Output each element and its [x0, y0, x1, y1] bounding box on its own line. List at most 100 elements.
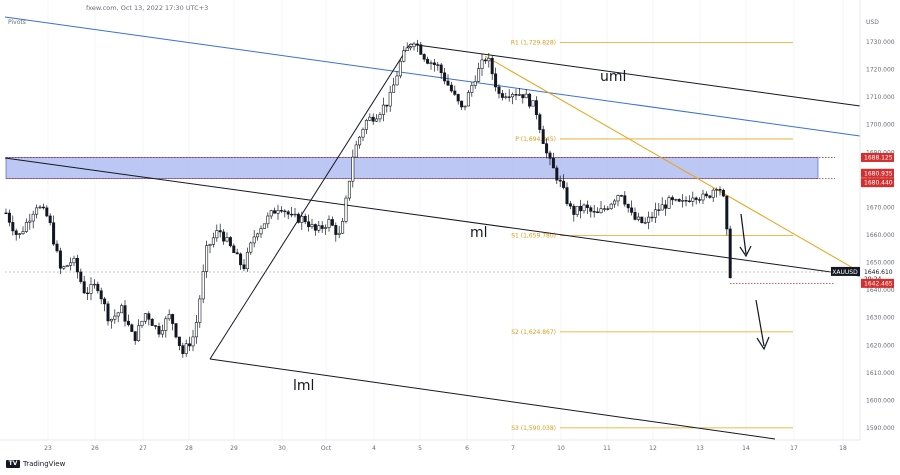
candle-body [103, 298, 107, 305]
pivot-levels: R1 (1,729.828) P (1,694.845) S1 (1,659.780… [511, 39, 793, 432]
candle-body [14, 230, 18, 235]
candle-body [324, 227, 328, 229]
candle-body [432, 62, 436, 65]
candle-body [670, 197, 674, 201]
candle-body [344, 197, 348, 222]
candle-body [273, 210, 277, 214]
candle-body [409, 46, 413, 49]
upper-median-line [409, 43, 861, 107]
tradingview-logo[interactable]: TV TradingView [6, 460, 65, 468]
orange-downtrend-line [484, 55, 861, 273]
candle-body [653, 209, 657, 218]
price-tags: 1688.1251680.9351680.440XAUUSD1646.61029… [831, 152, 894, 288]
candle-body [62, 266, 66, 269]
candle-body [126, 320, 130, 326]
candle-body [31, 213, 35, 222]
candle-body [218, 230, 222, 233]
candle-body [412, 43, 416, 47]
candle-body [208, 244, 212, 246]
candle-body [575, 205, 579, 215]
ml-label: ml [470, 225, 488, 241]
symbol-tag [831, 266, 860, 276]
candle-body [541, 129, 545, 144]
candle-body [419, 44, 423, 55]
candle-body [242, 264, 246, 270]
candle-body [698, 199, 702, 201]
candle-body [276, 210, 280, 214]
candle-body [725, 195, 729, 230]
y-tick-label: 1700.000 [866, 122, 895, 129]
candle-body [545, 143, 549, 154]
candle-body [262, 223, 266, 229]
candle-body [113, 315, 117, 320]
x-tick-label: Oct [321, 445, 332, 452]
candle-body [395, 75, 399, 86]
x-tick-label: 29 [230, 445, 238, 452]
candle-body [201, 271, 205, 300]
candle-body [460, 100, 464, 108]
candle-body [381, 104, 385, 115]
lml-label: lml [293, 378, 314, 394]
x-tick-label: 13 [696, 445, 704, 452]
candle-body [415, 43, 419, 46]
pivot-label-r1: R1 (1,729.828) [511, 39, 556, 46]
candle-body [429, 62, 433, 64]
candle-body [466, 92, 470, 107]
x-tick-label: 28 [185, 445, 193, 452]
candle-body [41, 206, 45, 209]
symbol-tag-text: XAUUSD [832, 269, 858, 276]
candle-body [664, 204, 668, 209]
candle-body [388, 92, 392, 107]
x-tick-label: 5 [418, 445, 422, 452]
pivot-label-s3: S3 (1,590.038) [511, 425, 556, 432]
x-tick-label: 6 [465, 445, 469, 452]
y-tick-label: 1650.000 [866, 260, 895, 267]
x-tick-label: 17 [790, 445, 798, 452]
candle-body [341, 221, 345, 234]
candle-body [18, 233, 22, 235]
y-tick-label: 1720.000 [866, 67, 895, 74]
candle-body [245, 251, 249, 270]
candle-body [660, 204, 664, 211]
candle-body [623, 195, 627, 205]
y-tick-label: 1710.000 [866, 94, 895, 101]
candle-body [48, 215, 52, 224]
candle-body [385, 104, 389, 107]
candle-body [116, 312, 120, 317]
y-tick-label: 1730.000 [866, 39, 895, 46]
y-tick-label: 1610.000 [866, 370, 895, 377]
candle-body [613, 200, 617, 205]
candle-body [585, 204, 589, 208]
x-tick-label: 18 [839, 445, 847, 452]
candle-body [422, 54, 426, 60]
arrow-down-short [740, 213, 747, 255]
candle-body [504, 96, 508, 98]
candle-body [239, 253, 243, 266]
y-tick-label: 1640.000 [866, 287, 895, 294]
candle-body [643, 222, 647, 224]
candle-body [657, 209, 661, 211]
candle-body [296, 213, 300, 223]
candle-body [497, 86, 501, 94]
candle-body [551, 157, 555, 169]
candle-body [215, 230, 219, 239]
candle-body [633, 212, 637, 220]
candle-body [708, 195, 712, 198]
time-axis[interactable]: 23 26 27 28 29 30 Oct 4 5 6 7 10 11 12 13 14 17 18 [44, 445, 847, 452]
candle-body [177, 336, 181, 346]
price-axis[interactable]: 1590.000 1600.000 1610.000 1620.000 1630.000… [866, 39, 895, 432]
candle-body [58, 250, 62, 269]
candle-body [565, 187, 569, 204]
currency-label: USD [866, 19, 879, 26]
candle-body [558, 179, 562, 182]
candle-body [691, 197, 695, 202]
candle-body [300, 215, 304, 223]
x-tick-label: 11 [603, 445, 611, 452]
y-tick-label: 1590.000 [866, 425, 895, 432]
trend-lines [4, 16, 861, 440]
y-tick-label: 1630.000 [866, 315, 895, 322]
indicator-label[interactable]: Pivots [8, 19, 26, 26]
candle-body [89, 284, 93, 294]
candle-body [266, 215, 270, 225]
